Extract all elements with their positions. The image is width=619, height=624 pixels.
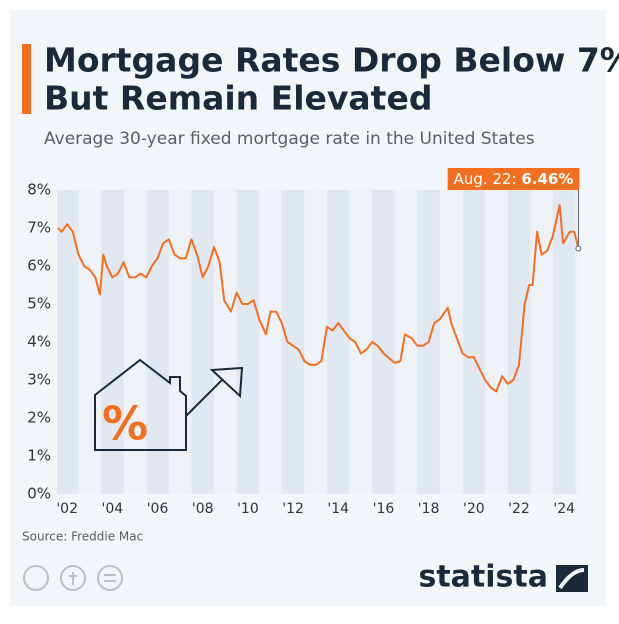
x-tick-label: '20 (463, 501, 485, 517)
year-band (281, 190, 305, 494)
y-tick-label: 2% (27, 409, 51, 427)
y-tick-label: 4% (27, 333, 51, 351)
x-tick-label: '14 (327, 501, 349, 517)
x-tick-label: '04 (102, 501, 124, 517)
y-tick-label: 7% (27, 219, 51, 237)
year-band (326, 190, 350, 494)
year-band (236, 190, 260, 494)
x-tick-label: '12 (282, 501, 304, 517)
arrow-outline (185, 366, 244, 417)
year-band (191, 190, 215, 494)
rate-line (57, 204, 580, 393)
nd-glyph (104, 574, 116, 582)
y-tick-label: 6% (27, 257, 51, 275)
house-outline (94, 358, 187, 451)
y-tick-label: 1% (27, 447, 51, 465)
chart-title: Mortgage Rates Drop Below 7% (44, 41, 619, 80)
y-tick-label: 8% (27, 181, 51, 199)
year-band (372, 190, 395, 494)
y-tick-label: 5% (27, 295, 51, 313)
x-tick-label: '24 (553, 501, 575, 517)
brand-logo: statista (418, 560, 548, 595)
annotation-text: Aug. 22: 6.46% (454, 170, 574, 188)
y-tick-label: 3% (27, 371, 51, 389)
chart-subtitle: Average 30-year fixed mortgage rate in t… (44, 129, 535, 149)
year-band (507, 190, 531, 494)
last-point (575, 245, 582, 252)
year-band (552, 190, 576, 494)
house-illustration (94, 358, 244, 451)
x-tick-label: '22 (508, 501, 530, 517)
year-band (57, 190, 79, 494)
x-tick-label: '10 (237, 501, 259, 517)
plot-background (57, 190, 580, 494)
annotation-value: 6.46% (521, 170, 573, 188)
license-icons (23, 565, 123, 591)
x-tick-label: '08 (192, 501, 214, 517)
plot-area (57, 190, 580, 494)
cc-icon (23, 565, 49, 591)
annotation-box (447, 168, 580, 190)
x-tick-label: '06 (147, 501, 169, 517)
annotation-date: Aug. 22: (454, 170, 517, 188)
x-tick-label: '18 (418, 501, 440, 517)
brand-mark-swoosh (558, 568, 585, 590)
x-tick-label: '02 (56, 501, 78, 517)
by-icon (60, 565, 86, 591)
title-accent (22, 44, 31, 114)
x-tick-label: '16 (373, 501, 395, 517)
illustration-label: % (102, 397, 148, 451)
nd-icon (97, 565, 123, 591)
by-glyph (69, 572, 77, 585)
source: Source: Freddie Mac (22, 530, 143, 544)
chart-title: But Remain Elevated (44, 79, 432, 118)
year-band (462, 190, 486, 494)
y-tick-label: 0% (27, 485, 51, 503)
year-band (146, 190, 169, 494)
